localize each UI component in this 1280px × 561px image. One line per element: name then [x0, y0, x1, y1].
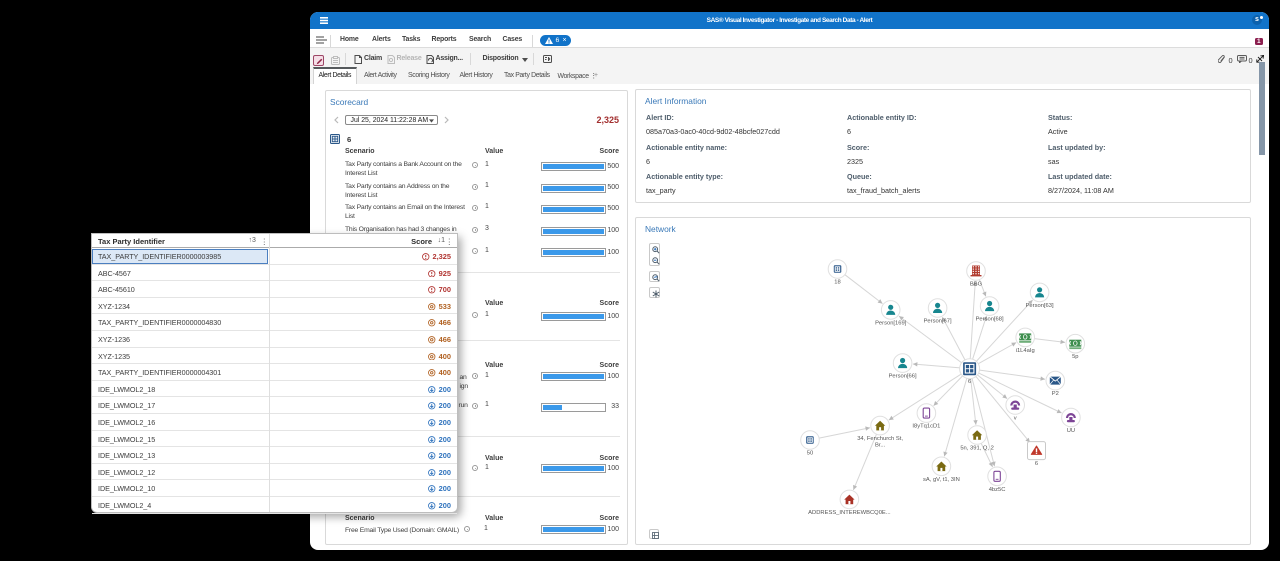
svg-text:50: 50 [807, 451, 813, 457]
svg-text:5p: 5p [1072, 354, 1078, 360]
svg-text:Person[169]: Person[169] [875, 320, 907, 326]
svg-text:18: 18 [834, 280, 840, 286]
svg-text:I8yTq1cD1: I8yTq1cD1 [912, 424, 940, 430]
svg-text:i1L4aIg: i1L4aIg [1016, 348, 1035, 354]
svg-text:Person[68]: Person[68] [976, 317, 1004, 323]
svg-text:BBG: BBG [970, 282, 983, 288]
svg-text:ADDRESS_INTEREWBCQ0E...: ADDRESS_INTEREWBCQ0E... [808, 510, 891, 516]
svg-text:Person[67]: Person[67] [924, 319, 952, 325]
svg-text:Br...: Br... [875, 443, 886, 449]
svg-text:4bz5C: 4bz5C [989, 487, 1006, 493]
svg-text:P2: P2 [1052, 391, 1059, 397]
svg-text:6: 6 [1035, 461, 1038, 467]
svg-text:6: 6 [968, 379, 971, 385]
svg-text:v: v [1014, 416, 1017, 422]
svg-text:sA, gV, t1, 3IN: sA, gV, t1, 3IN [923, 477, 960, 483]
svg-text:UU: UU [1067, 428, 1075, 434]
svg-text:Person[63]: Person[63] [1026, 303, 1054, 309]
svg-text:5n, 391, Q, 2: 5n, 391, Q, 2 [960, 446, 994, 452]
svg-text:Person[66]: Person[66] [889, 374, 917, 380]
svg-text:34, Fenchurch St,: 34, Fenchurch St, [857, 436, 903, 442]
